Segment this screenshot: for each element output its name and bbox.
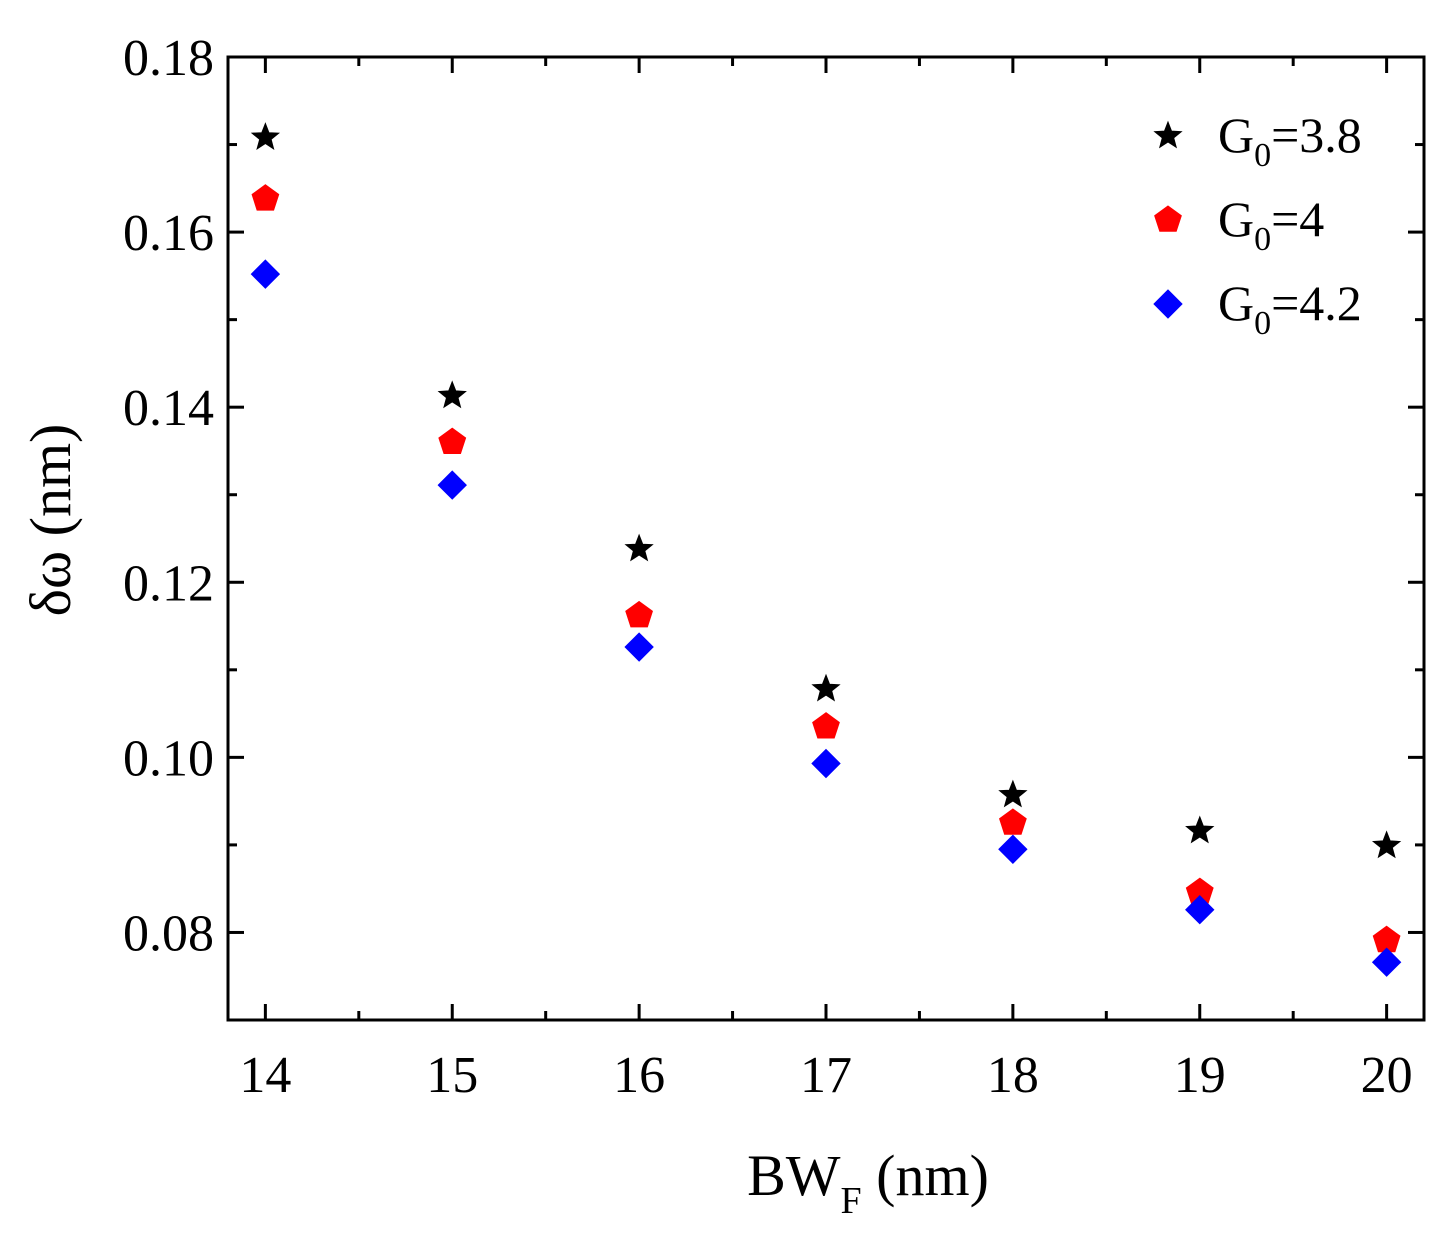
y-axis: 0.08 0.10 0.12 0.14 0.16 0.18	[123, 30, 1424, 1022]
data-point-diamond	[624, 632, 654, 662]
legend-marker-star	[1153, 120, 1183, 149]
x-tick-label: 16	[613, 1047, 665, 1104]
x-tick-label: 19	[1174, 1047, 1226, 1104]
data-point-star	[1371, 830, 1402, 859]
y-axis-title: δω (nm)	[18, 424, 83, 617]
x-axis-title-sub: F	[841, 1180, 862, 1222]
legend-marker-pentagon	[1154, 205, 1182, 232]
x-axis-title-main: BW	[747, 1143, 841, 1208]
x-axis: 14 15 16 17 18 19 20	[239, 57, 1413, 1104]
data-point-star	[250, 122, 281, 151]
series-3	[250, 259, 1402, 977]
data-point-pentagon	[251, 184, 280, 211]
data-point-diamond	[250, 259, 281, 289]
x-tick-label: 20	[1361, 1047, 1413, 1104]
data-point-star	[437, 380, 467, 409]
y-tick-label: 0.18	[123, 30, 214, 87]
legend-label: G0=4.2	[1218, 275, 1362, 342]
y-tick-label: 0.12	[123, 555, 214, 612]
x-tick-label: 17	[800, 1047, 852, 1104]
data-point-diamond	[437, 470, 467, 500]
x-axis-title: BWF (nm)	[747, 1143, 989, 1222]
data-point-diamond	[998, 834, 1028, 864]
data-point-star	[1185, 815, 1215, 844]
x-axis-title-rest: (nm)	[862, 1143, 989, 1208]
legend: G0=3.8 G0=4 G0=4.2	[1153, 107, 1362, 342]
x-tick-label: 18	[987, 1047, 1039, 1104]
series-2	[251, 184, 1401, 953]
x-tick-label: 15	[426, 1047, 478, 1104]
data-point-pentagon	[625, 600, 653, 628]
y-tick-label: 0.10	[123, 730, 214, 787]
data-markers	[250, 122, 1402, 977]
data-point-pentagon	[812, 712, 840, 739]
legend-marker-diamond	[1153, 289, 1183, 319]
data-point-diamond	[1371, 947, 1402, 977]
data-point-star	[811, 673, 841, 702]
legend-label: G0=4	[1218, 191, 1324, 258]
data-point-pentagon	[999, 808, 1027, 835]
data-point-star	[624, 533, 654, 562]
data-point-diamond	[1185, 894, 1215, 925]
legend-label: G0=3.8	[1218, 107, 1362, 174]
y-tick-label: 0.14	[123, 380, 214, 437]
series-1	[250, 122, 1402, 859]
y-tick-label: 0.08	[123, 905, 214, 962]
data-point-pentagon	[438, 427, 467, 454]
data-point-star	[998, 779, 1028, 808]
data-point-diamond	[811, 748, 841, 779]
y-tick-label: 0.16	[123, 205, 214, 262]
x-tick-label: 14	[239, 1047, 291, 1104]
